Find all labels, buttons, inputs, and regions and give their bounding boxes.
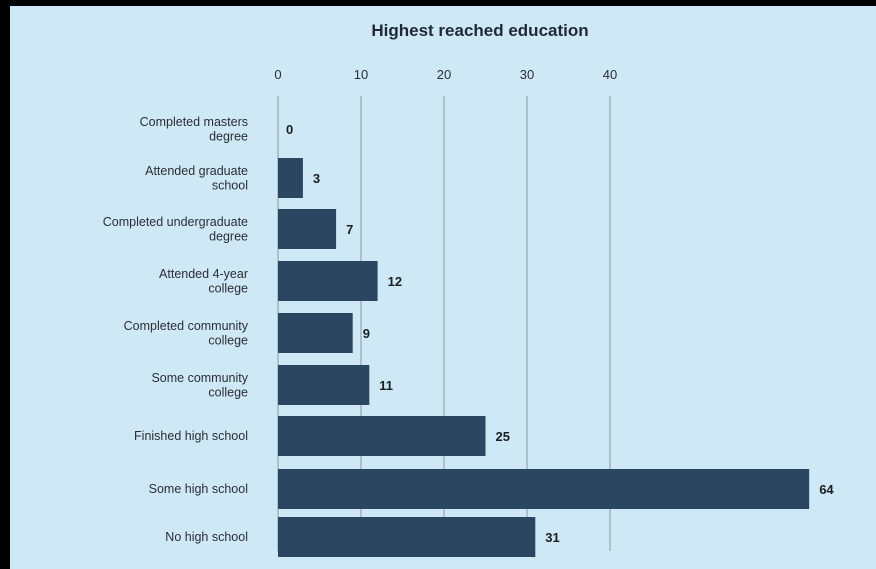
x-axis-ticks: 0 10 20 30 40: [274, 67, 617, 82]
category-label: Completed masters degree: [140, 115, 248, 144]
chart-title: Highest reached education: [371, 21, 588, 40]
bar: [278, 313, 353, 353]
chart-panel: Highest reached education 0 10 20 30 40 Comp…: [10, 6, 876, 569]
category-label: Some community college: [151, 371, 248, 400]
x-tick-label: 40: [603, 67, 617, 82]
bar-value-label: 0: [286, 122, 293, 137]
bars: [278, 158, 810, 557]
bar-value-label: 64: [819, 482, 834, 497]
category-label: Completed undergraduate degree: [103, 215, 248, 244]
x-tick-label: 30: [520, 67, 534, 82]
bar-chart: Highest reached education 0 10 20 30 40 Comp…: [103, 21, 834, 557]
bar: [278, 158, 303, 198]
category-label: No high school: [165, 530, 248, 544]
bar: [278, 365, 370, 405]
bar-value-label: 9: [363, 326, 370, 341]
x-tick-label: 0: [274, 67, 281, 82]
category-label: Some high school: [149, 482, 248, 496]
category-label: Finished high school: [134, 429, 248, 443]
bar-value-label: 31: [545, 530, 559, 545]
category-label: Attended 4-year college: [159, 267, 248, 296]
bar: [278, 261, 378, 301]
bar: [278, 209, 337, 249]
value-labels: 0 3 7 12 9 11 25 64 31: [286, 122, 834, 545]
bar-value-label: 7: [346, 222, 353, 237]
bar-value-label: 25: [496, 429, 510, 444]
category-labels: Completed masters degree Attended graduate…: [103, 115, 249, 544]
bar: [278, 469, 810, 509]
x-tick-label: 20: [437, 67, 451, 82]
category-label: Attended graduate school: [145, 164, 248, 193]
bar-value-label: 12: [388, 274, 402, 289]
category-label: Completed community college: [124, 319, 249, 348]
bar-value-label: 11: [379, 378, 393, 393]
bar-value-label: 3: [313, 171, 320, 186]
x-tick-label: 10: [354, 67, 368, 82]
bar: [278, 416, 486, 456]
bar: [278, 517, 536, 557]
